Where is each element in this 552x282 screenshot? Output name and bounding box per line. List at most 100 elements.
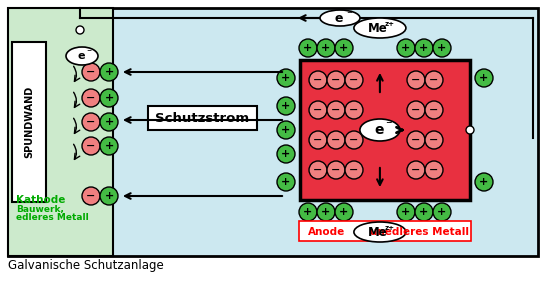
- Circle shape: [277, 173, 295, 191]
- Circle shape: [100, 137, 118, 155]
- Text: Me: Me: [368, 226, 388, 239]
- Text: −: −: [86, 93, 95, 103]
- Text: −: −: [349, 135, 359, 145]
- Text: +: +: [282, 101, 290, 111]
- Text: −: −: [314, 135, 323, 145]
- Text: +: +: [282, 177, 290, 187]
- Text: ⁻: ⁻: [385, 120, 392, 133]
- Text: −: −: [349, 165, 359, 175]
- Circle shape: [327, 161, 345, 179]
- Text: Kathode: Kathode: [16, 195, 65, 205]
- Circle shape: [407, 161, 425, 179]
- Text: z+: z+: [385, 225, 395, 231]
- Circle shape: [475, 173, 493, 191]
- Ellipse shape: [354, 222, 406, 242]
- Circle shape: [309, 71, 327, 89]
- Text: +: +: [282, 149, 290, 159]
- Bar: [8, 8, 538, 256]
- Text: unedleres Metall: unedleres Metall: [370, 227, 469, 237]
- Text: e: e: [374, 123, 384, 137]
- Text: +: +: [420, 43, 428, 53]
- Text: z+: z+: [385, 21, 395, 27]
- Ellipse shape: [66, 47, 98, 65]
- Circle shape: [299, 203, 317, 221]
- Text: +: +: [479, 73, 489, 83]
- Circle shape: [317, 39, 335, 57]
- Text: −: −: [86, 141, 95, 151]
- Text: −: −: [314, 75, 323, 85]
- Circle shape: [397, 203, 415, 221]
- Text: −: −: [86, 191, 95, 201]
- Circle shape: [82, 187, 100, 205]
- Circle shape: [415, 203, 433, 221]
- Text: −: −: [86, 117, 95, 127]
- Text: −: −: [331, 165, 341, 175]
- Text: −: −: [314, 165, 323, 175]
- Text: ⁻: ⁻: [87, 48, 92, 58]
- Text: e: e: [77, 51, 85, 61]
- Circle shape: [309, 131, 327, 149]
- Circle shape: [277, 145, 295, 163]
- Text: +: +: [104, 93, 114, 103]
- Circle shape: [277, 97, 295, 115]
- FancyBboxPatch shape: [299, 221, 471, 241]
- Circle shape: [100, 113, 118, 131]
- Text: +: +: [437, 207, 447, 217]
- Text: SPUNDWAND: SPUNDWAND: [24, 86, 34, 158]
- Ellipse shape: [354, 18, 406, 38]
- Circle shape: [327, 101, 345, 119]
- Circle shape: [327, 71, 345, 89]
- Text: edleres Metall: edleres Metall: [16, 213, 89, 222]
- Circle shape: [345, 131, 363, 149]
- Circle shape: [335, 39, 353, 57]
- Text: −: −: [411, 105, 421, 115]
- Circle shape: [317, 203, 335, 221]
- Text: Schutzstrom: Schutzstrom: [155, 113, 249, 125]
- Circle shape: [76, 26, 84, 34]
- Circle shape: [82, 137, 100, 155]
- Text: +: +: [104, 67, 114, 77]
- Circle shape: [309, 161, 327, 179]
- Ellipse shape: [360, 119, 400, 141]
- Text: +: +: [479, 177, 489, 187]
- Text: e: e: [335, 12, 343, 25]
- Text: Me: Me: [368, 21, 388, 34]
- Circle shape: [345, 101, 363, 119]
- Text: +: +: [104, 117, 114, 127]
- Circle shape: [415, 39, 433, 57]
- Text: +: +: [437, 43, 447, 53]
- Circle shape: [433, 39, 451, 57]
- Text: −: −: [331, 135, 341, 145]
- Circle shape: [82, 89, 100, 107]
- FancyBboxPatch shape: [148, 106, 257, 130]
- Text: +: +: [321, 207, 331, 217]
- Text: +: +: [401, 43, 411, 53]
- Circle shape: [277, 121, 295, 139]
- Bar: [12, 42, 46, 202]
- Circle shape: [425, 71, 443, 89]
- Text: −: −: [429, 75, 439, 85]
- Bar: [300, 60, 470, 200]
- Text: −: −: [314, 105, 323, 115]
- Circle shape: [345, 161, 363, 179]
- Ellipse shape: [320, 10, 360, 26]
- Text: −: −: [331, 75, 341, 85]
- Text: Bauwerk,: Bauwerk,: [16, 205, 64, 214]
- Circle shape: [100, 89, 118, 107]
- Circle shape: [100, 187, 118, 205]
- Text: +: +: [104, 141, 114, 151]
- Circle shape: [335, 203, 353, 221]
- Text: −: −: [411, 75, 421, 85]
- Text: Galvanische Schutzanlage: Galvanische Schutzanlage: [8, 259, 164, 272]
- Circle shape: [433, 203, 451, 221]
- Circle shape: [425, 131, 443, 149]
- Text: +: +: [420, 207, 428, 217]
- Circle shape: [475, 69, 493, 87]
- Circle shape: [397, 39, 415, 57]
- Circle shape: [407, 71, 425, 89]
- Circle shape: [466, 126, 474, 134]
- Circle shape: [407, 131, 425, 149]
- Text: −: −: [429, 105, 439, 115]
- Circle shape: [345, 71, 363, 89]
- Text: −: −: [411, 135, 421, 145]
